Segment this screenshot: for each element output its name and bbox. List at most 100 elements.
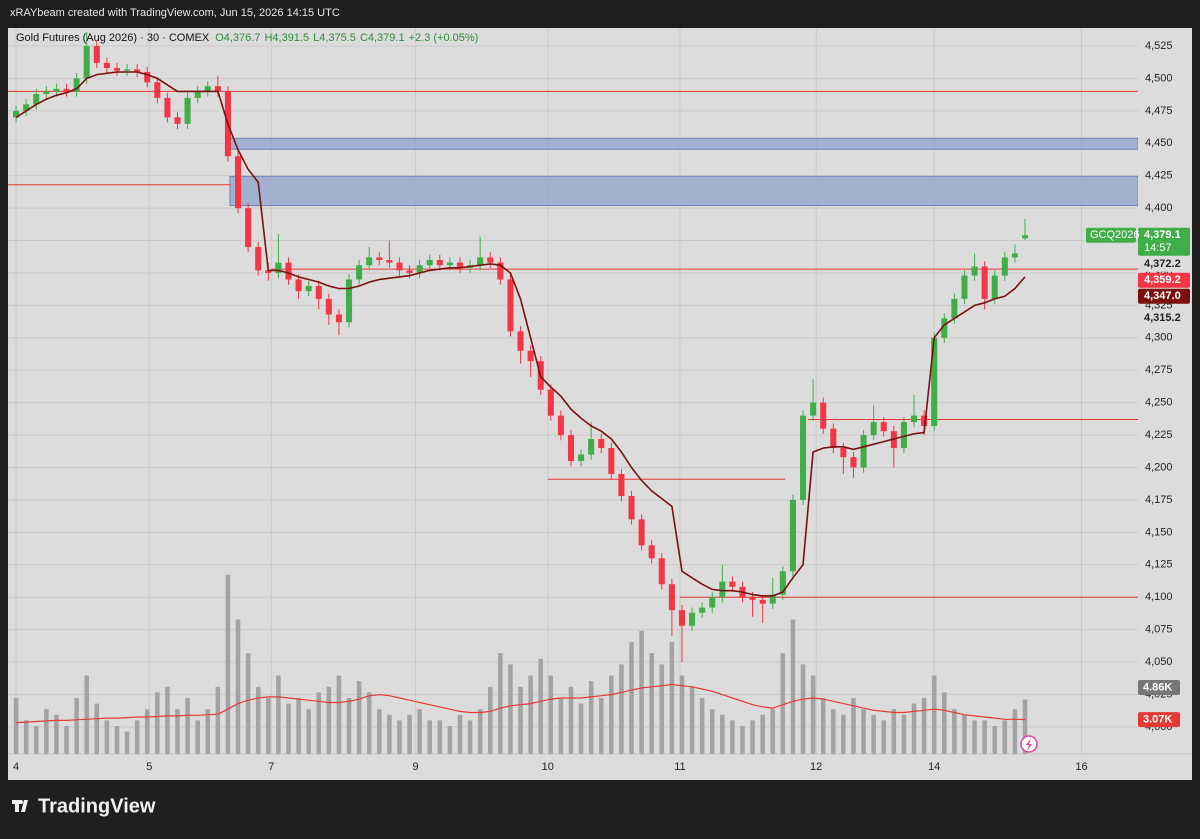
volume-bar: [558, 697, 564, 754]
volume-bar: [699, 697, 705, 754]
candle-body: [456, 262, 464, 268]
candle-body: [325, 298, 332, 315]
candle-body: [1021, 235, 1029, 239]
price-badge: [1138, 256, 1190, 272]
volume-bar: [407, 714, 412, 754]
ohlc-value: L4,375.5: [313, 32, 356, 44]
volume-bar: [619, 664, 624, 754]
volume-bar: [598, 697, 604, 754]
volume-bar: [790, 619, 796, 754]
volume-bar: [528, 675, 533, 754]
candle-body: [416, 265, 423, 273]
candle-body: [1001, 257, 1008, 276]
volume-bar: [770, 709, 776, 754]
volume-bar: [134, 720, 140, 754]
candle-body: [729, 581, 736, 587]
candle-body: [678, 610, 685, 626]
candle-body: [810, 402, 817, 416]
y-tick-label: 4,250: [1145, 397, 1173, 409]
volume-bar: [296, 697, 301, 754]
volume-bar: [831, 709, 836, 754]
candle-body: [255, 247, 262, 271]
x-tick-label: 9: [413, 761, 419, 773]
candle-body: [43, 91, 50, 95]
y-tick-label: 4,425: [1145, 170, 1173, 182]
candle-body: [527, 350, 534, 362]
candle-body: [295, 279, 302, 292]
y-tick-label: 4,125: [1145, 559, 1173, 571]
volume-bar: [185, 697, 190, 754]
candle-body: [699, 607, 706, 613]
volume-bar: [750, 720, 755, 754]
symbol-legend: Gold Futures (Aug 2026) · 30 · COMEX O4,3…: [16, 32, 478, 44]
alert-icon[interactable]: [1020, 735, 1038, 753]
volume-bar: [306, 709, 311, 754]
volume-bar: [508, 664, 513, 754]
y-tick-label: 4,050: [1145, 656, 1173, 668]
candle-body: [900, 422, 907, 449]
volume-bar: [13, 697, 19, 754]
candle-body: [658, 558, 665, 585]
ohlc-value: +2.3 (+0.05%): [409, 32, 479, 44]
candle-body: [820, 402, 827, 429]
y-tick-label: 4,200: [1145, 461, 1173, 473]
volume-bar: [609, 675, 614, 754]
candle-body: [618, 474, 625, 497]
candle-body: [134, 69, 141, 72]
volume-bar: [44, 709, 49, 754]
candle-body: [315, 285, 322, 299]
symbol-badge: GCQ2026: [1090, 229, 1140, 241]
candle-body: [971, 266, 978, 276]
candle-body: [63, 88, 70, 92]
y-tick-label: 4,450: [1145, 137, 1173, 149]
price-badge: [1138, 288, 1190, 304]
y-tick-label: 4,475: [1145, 105, 1173, 117]
candle-body: [547, 389, 554, 416]
candle-body: [638, 519, 645, 546]
volume-bar: [175, 709, 180, 754]
candle-body: [759, 599, 766, 604]
volume-badge-label: 4.86K: [1143, 681, 1172, 693]
volume-bar: [235, 619, 241, 754]
volume-bar: [387, 714, 392, 754]
y-tick-label: 4,275: [1145, 364, 1173, 376]
candle-body: [648, 545, 655, 559]
y-tick-label: 4,150: [1145, 526, 1173, 538]
volume-bar: [377, 709, 382, 754]
candle-body: [507, 279, 514, 332]
candle-body: [668, 584, 675, 611]
volume-bar: [851, 697, 856, 754]
candle-body: [235, 156, 242, 209]
volume-bar: [215, 686, 221, 754]
candle-body: [426, 260, 433, 266]
candle-body: [598, 438, 605, 449]
volume-bar: [518, 686, 523, 754]
candle-body: [33, 94, 40, 105]
candle-body: [386, 260, 393, 263]
symbol-badge-box: [1086, 227, 1136, 243]
ohlc-value: C4,379.1: [360, 32, 405, 44]
y-tick-label: 4,525: [1145, 40, 1173, 52]
candle-body: [1011, 253, 1018, 258]
volume-bar: [1012, 709, 1018, 754]
brand-name: TradingView: [38, 795, 156, 817]
volume-bar: [578, 703, 584, 754]
candle-body: [981, 266, 988, 299]
candle-body: [174, 117, 181, 124]
y-tick-label: 4,100: [1145, 591, 1173, 603]
volume-bar: [225, 574, 231, 754]
volume-bar: [709, 709, 715, 754]
candle-body: [477, 257, 484, 266]
candle-body: [73, 78, 80, 92]
x-tick-label: 4: [13, 761, 19, 773]
volume-bar: [467, 720, 473, 754]
price-badge: [1138, 272, 1190, 288]
volume-badge: [1138, 680, 1180, 696]
x-tick-label: 5: [146, 761, 152, 773]
countdown: 14:57: [1144, 242, 1172, 254]
candle-body: [194, 91, 201, 98]
volume-bar: [689, 686, 695, 754]
volume-bar: [679, 675, 685, 754]
candle-body: [446, 262, 453, 266]
